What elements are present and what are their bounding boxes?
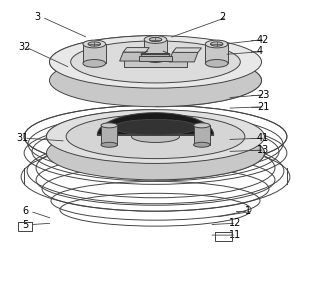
Ellipse shape [66, 115, 245, 159]
Text: 13: 13 [257, 145, 269, 155]
Ellipse shape [47, 110, 264, 164]
Ellipse shape [211, 42, 223, 46]
Polygon shape [49, 36, 262, 107]
Text: 32: 32 [18, 42, 30, 52]
Bar [193, 125, 210, 145]
Bar [83, 44, 106, 63]
Bar [139, 56, 172, 61]
Ellipse shape [83, 59, 106, 67]
Ellipse shape [114, 119, 197, 135]
Bar [18, 222, 32, 231]
Ellipse shape [193, 142, 210, 147]
Bar [144, 40, 167, 60]
Text: 21: 21 [257, 102, 269, 112]
Bar [124, 60, 187, 67]
Text: 41: 41 [257, 133, 269, 143]
Text: 4: 4 [257, 46, 263, 56]
Text: 1: 1 [245, 206, 251, 216]
Ellipse shape [71, 41, 240, 83]
Ellipse shape [205, 59, 228, 67]
Bar [215, 232, 232, 241]
Text: 5: 5 [23, 220, 29, 230]
Polygon shape [169, 52, 198, 62]
Ellipse shape [49, 54, 262, 107]
Text: 3: 3 [35, 12, 41, 22]
Polygon shape [123, 48, 149, 52]
Polygon shape [47, 110, 264, 180]
Bar [101, 125, 118, 145]
Ellipse shape [101, 142, 118, 147]
Ellipse shape [83, 40, 106, 48]
Text: 11: 11 [229, 230, 241, 240]
Ellipse shape [144, 56, 167, 64]
Ellipse shape [205, 40, 228, 48]
Polygon shape [97, 113, 214, 135]
Text: 12: 12 [229, 218, 241, 228]
Bar [205, 44, 228, 63]
Ellipse shape [144, 36, 167, 43]
Polygon shape [120, 52, 146, 61]
Ellipse shape [193, 123, 210, 128]
Polygon shape [141, 54, 170, 62]
Ellipse shape [88, 42, 100, 46]
Text: 42: 42 [257, 34, 269, 44]
Text: 6: 6 [23, 206, 29, 216]
Polygon shape [173, 48, 202, 52]
Ellipse shape [47, 126, 264, 180]
Text: 23: 23 [257, 90, 269, 100]
Ellipse shape [132, 131, 179, 142]
Ellipse shape [149, 38, 162, 42]
Text: 31: 31 [17, 133, 29, 143]
Text: 2: 2 [220, 12, 226, 22]
Ellipse shape [49, 36, 262, 88]
Ellipse shape [101, 123, 118, 128]
